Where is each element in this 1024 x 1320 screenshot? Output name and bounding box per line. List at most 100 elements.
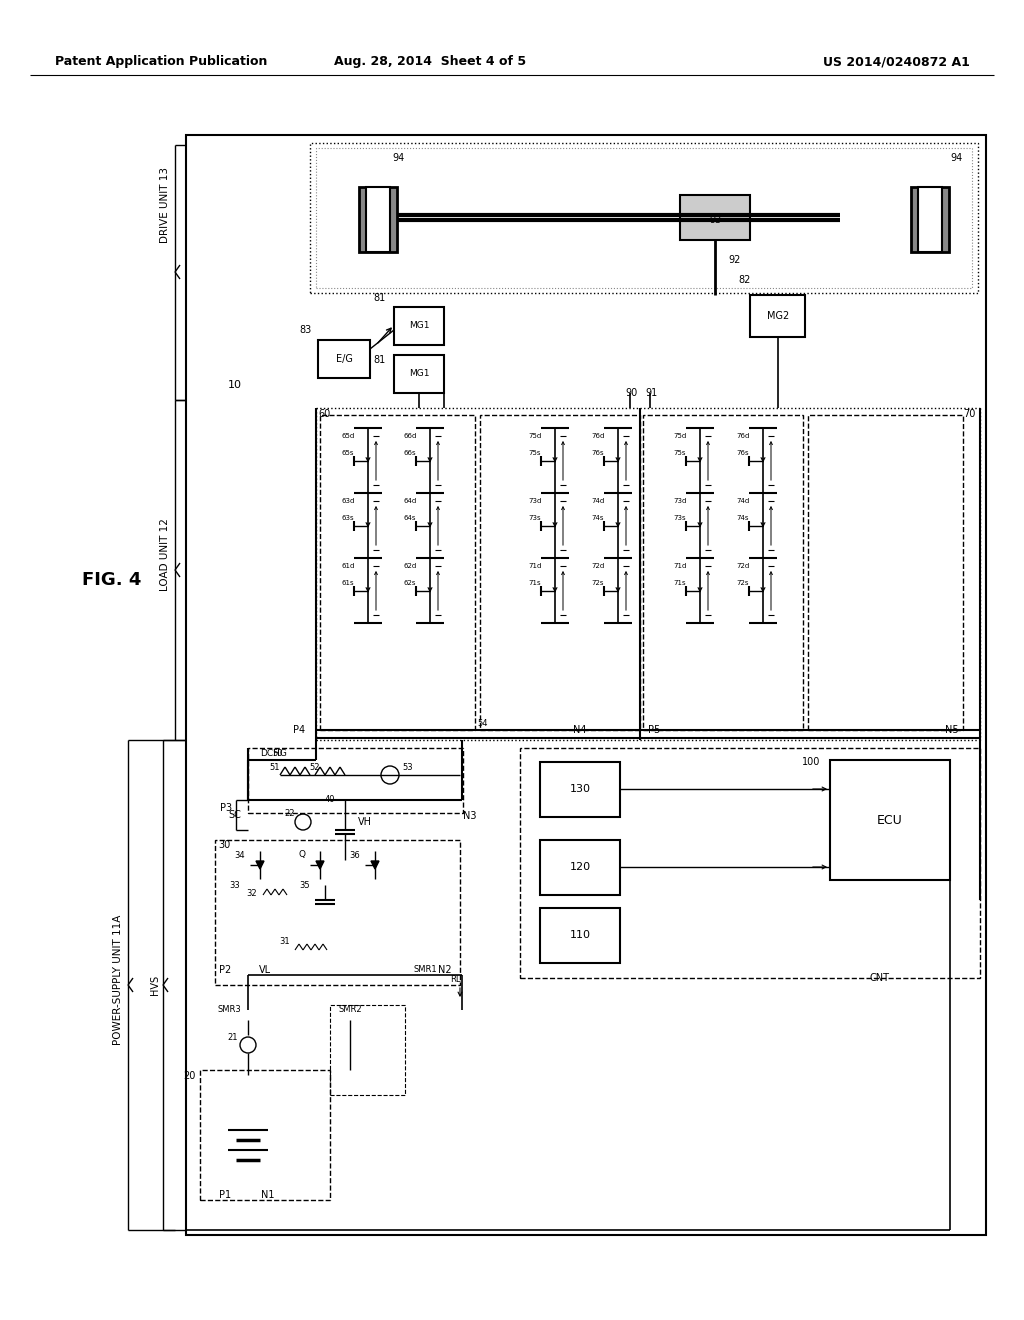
Text: 75s: 75s — [528, 450, 542, 455]
Bar — [394, 355, 444, 393]
Text: MG1: MG1 — [409, 370, 429, 379]
Text: 72s: 72s — [592, 579, 604, 586]
Text: MG2: MG2 — [767, 312, 790, 321]
Text: N5: N5 — [945, 725, 958, 735]
Text: SMR3: SMR3 — [218, 1006, 242, 1015]
Text: POWER-SUPPLY UNIT 11A: POWER-SUPPLY UNIT 11A — [113, 915, 123, 1045]
Text: 32: 32 — [247, 888, 257, 898]
Text: 92: 92 — [728, 255, 740, 265]
Bar — [480, 414, 640, 730]
Text: 74s: 74s — [592, 515, 604, 521]
Text: 74s: 74s — [736, 515, 750, 521]
Bar — [520, 748, 980, 978]
Text: FIG. 4: FIG. 4 — [82, 572, 141, 589]
Bar — [394, 308, 444, 345]
Text: SMR2: SMR2 — [338, 1006, 361, 1015]
Text: 34: 34 — [234, 850, 246, 859]
Text: 30: 30 — [218, 840, 230, 850]
Text: 75s: 75s — [674, 450, 686, 455]
Bar — [200, 1071, 330, 1200]
Text: LOAD UNIT 12: LOAD UNIT 12 — [160, 519, 170, 591]
Text: 72s: 72s — [736, 579, 750, 586]
Text: 21: 21 — [227, 1034, 238, 1043]
Text: 81: 81 — [374, 355, 386, 366]
Text: 71d: 71d — [528, 564, 542, 569]
Text: 110: 110 — [569, 931, 591, 940]
Text: 20: 20 — [183, 1071, 196, 1081]
Text: 63d: 63d — [341, 498, 354, 504]
Text: 52: 52 — [309, 763, 321, 772]
Bar — [316, 148, 972, 288]
Text: 73d: 73d — [528, 498, 542, 504]
Text: VL: VL — [259, 965, 271, 975]
Bar — [643, 414, 803, 730]
Bar — [319, 414, 475, 730]
Text: SC: SC — [228, 810, 241, 820]
Text: 73d: 73d — [674, 498, 687, 504]
Text: VH: VH — [358, 817, 372, 828]
Text: P1: P1 — [219, 1191, 231, 1200]
Text: 60: 60 — [318, 409, 331, 418]
Text: 61s: 61s — [342, 579, 354, 586]
Text: 22: 22 — [285, 809, 295, 818]
Bar — [808, 414, 963, 730]
Text: 71s: 71s — [528, 579, 542, 586]
Text: 81: 81 — [374, 293, 386, 304]
Text: 65s: 65s — [342, 450, 354, 455]
Text: 63s: 63s — [342, 515, 354, 521]
Polygon shape — [316, 861, 324, 869]
Text: 33: 33 — [229, 880, 241, 890]
Text: 94: 94 — [950, 153, 963, 162]
Text: 35: 35 — [300, 880, 310, 890]
Text: ECU: ECU — [878, 813, 903, 826]
Text: SMR1: SMR1 — [414, 965, 437, 974]
Text: E/G: E/G — [336, 354, 352, 364]
Text: 100: 100 — [802, 756, 820, 767]
Text: 120: 120 — [569, 862, 591, 873]
Bar — [248, 748, 463, 813]
Text: 83: 83 — [299, 325, 311, 335]
Text: P4: P4 — [293, 725, 305, 735]
Bar — [911, 187, 949, 252]
Text: Patent Application Publication: Patent Application Publication — [55, 55, 267, 69]
Text: 62s: 62s — [403, 579, 416, 586]
Text: Q: Q — [299, 850, 305, 859]
Text: 73s: 73s — [674, 515, 686, 521]
Bar — [310, 143, 978, 293]
Text: CNT: CNT — [870, 973, 890, 983]
Text: 65d: 65d — [341, 433, 354, 440]
Text: 66s: 66s — [403, 450, 417, 455]
Text: 71s: 71s — [674, 579, 686, 586]
Text: P3: P3 — [220, 803, 232, 813]
Polygon shape — [256, 861, 264, 869]
Bar — [918, 187, 942, 252]
Bar — [215, 840, 460, 985]
Text: 94: 94 — [392, 153, 404, 162]
Text: 40: 40 — [325, 796, 335, 804]
Bar — [540, 762, 620, 817]
Text: MG1: MG1 — [409, 322, 429, 330]
Text: RL: RL — [450, 975, 460, 985]
Text: 75d: 75d — [674, 433, 687, 440]
Text: HVS: HVS — [150, 975, 160, 995]
Text: 73s: 73s — [528, 515, 542, 521]
Text: DCHG: DCHG — [260, 748, 287, 758]
Text: 70: 70 — [964, 409, 976, 418]
Text: P2: P2 — [219, 965, 231, 975]
Text: 53: 53 — [402, 763, 414, 772]
Text: 76s: 76s — [736, 450, 750, 455]
Text: 91: 91 — [645, 388, 657, 399]
Text: 130: 130 — [569, 784, 591, 795]
Text: 74d: 74d — [592, 498, 604, 504]
Text: 75d: 75d — [528, 433, 542, 440]
Text: N4: N4 — [573, 725, 587, 735]
Text: Aug. 28, 2014  Sheet 4 of 5: Aug. 28, 2014 Sheet 4 of 5 — [334, 55, 526, 69]
Bar — [186, 135, 986, 1236]
Text: 82: 82 — [738, 275, 751, 285]
Text: 31: 31 — [280, 937, 291, 946]
Text: 72d: 72d — [736, 564, 750, 569]
Bar — [540, 908, 620, 964]
Text: 72d: 72d — [592, 564, 604, 569]
Bar — [680, 195, 750, 240]
Text: 62d: 62d — [403, 564, 417, 569]
